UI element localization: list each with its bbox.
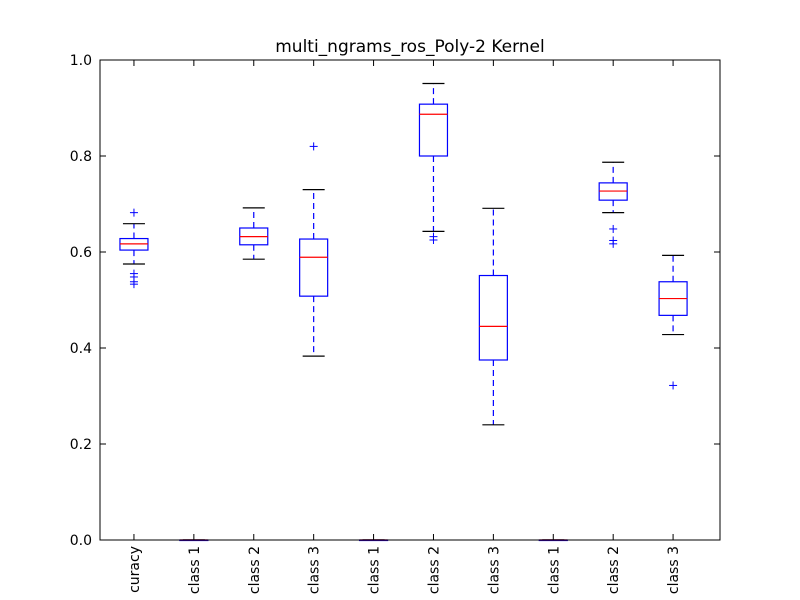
y-tick-label: 0.8 (70, 149, 92, 165)
x-axis: curacy class 1 class 2 class 3 class 1 class … (127, 60, 682, 594)
y-axis: 0.0 0.2 0.4 0.6 0.8 1.0 (70, 53, 720, 549)
box-group (239, 207, 269, 260)
box (478, 274, 508, 361)
box-group (658, 254, 688, 390)
x-tick-label: class 1 (546, 546, 562, 594)
flier-point (129, 208, 138, 217)
x-tick-label: class 2 (606, 546, 622, 594)
flier-point (429, 236, 438, 244)
box-group (418, 82, 449, 244)
box-group (478, 207, 508, 426)
x-tick-label: class 1 (187, 546, 203, 594)
box (418, 103, 449, 157)
chart-title: multi_ngrams_ros_Poly-2 Kernel (275, 37, 545, 57)
x-tick-label: class 2 (426, 546, 442, 594)
y-tick-label: 1.0 (70, 53, 92, 69)
flier-point (669, 381, 678, 390)
y-tick-label: 0.0 (70, 533, 92, 549)
flier-point (129, 280, 138, 289)
plot-area-frame (99, 59, 721, 541)
chart-marks (119, 82, 688, 542)
flier-point (609, 239, 618, 248)
box-group (299, 142, 329, 357)
x-tick-label: curacy (127, 546, 143, 593)
flier-point (609, 224, 618, 233)
y-tick-label: 0.4 (70, 341, 92, 357)
box-group (598, 161, 628, 248)
box (299, 238, 329, 297)
y-tick-label: 0.6 (70, 245, 92, 261)
flier-point (309, 142, 318, 151)
x-tick-label: class 3 (666, 546, 682, 594)
x-tick-label: class 2 (247, 546, 263, 594)
y-tick-label: 0.2 (70, 437, 92, 453)
x-tick-label: class 3 (307, 546, 323, 594)
x-tick-label: class 1 (367, 546, 383, 594)
x-tick-label: class 3 (486, 546, 502, 594)
box-group (119, 208, 149, 289)
